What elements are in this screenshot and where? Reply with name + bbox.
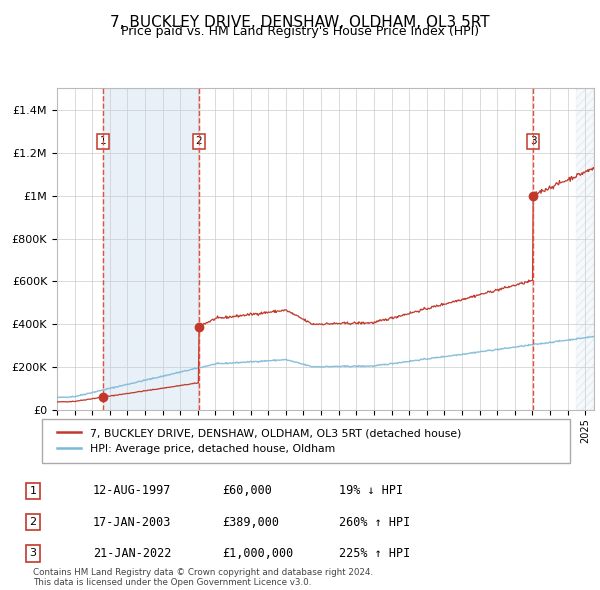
Text: 260% ↑ HPI: 260% ↑ HPI (339, 516, 410, 529)
Text: 17-JAN-2003: 17-JAN-2003 (93, 516, 172, 529)
Bar (577, 88, 594, 410)
Text: £389,000: £389,000 (222, 516, 279, 529)
Text: 3: 3 (530, 136, 536, 146)
Text: £60,000: £60,000 (222, 484, 272, 497)
Text: Price paid vs. HM Land Registry's House Price Index (HPI): Price paid vs. HM Land Registry's House … (121, 25, 479, 38)
Text: 1: 1 (100, 136, 107, 146)
Text: 3: 3 (29, 549, 37, 558)
Text: 21-JAN-2022: 21-JAN-2022 (93, 547, 172, 560)
Bar (103, 88, 199, 410)
Text: 7, BUCKLEY DRIVE, DENSHAW, OLDHAM, OL3 5RT: 7, BUCKLEY DRIVE, DENSHAW, OLDHAM, OL3 5… (110, 15, 490, 30)
Text: Contains HM Land Registry data © Crown copyright and database right 2024.
This d: Contains HM Land Registry data © Crown c… (33, 568, 373, 587)
Text: 2: 2 (195, 136, 202, 146)
Text: 1: 1 (29, 486, 37, 496)
Text: £1,000,000: £1,000,000 (222, 547, 293, 560)
Text: 19% ↓ HPI: 19% ↓ HPI (339, 484, 403, 497)
Text: 2: 2 (29, 517, 37, 527)
Text: 12-AUG-1997: 12-AUG-1997 (93, 484, 172, 497)
Text: 225% ↑ HPI: 225% ↑ HPI (339, 547, 410, 560)
Legend: 7, BUCKLEY DRIVE, DENSHAW, OLDHAM, OL3 5RT (detached house), HPI: Average price,: 7, BUCKLEY DRIVE, DENSHAW, OLDHAM, OL3 5… (53, 424, 465, 458)
